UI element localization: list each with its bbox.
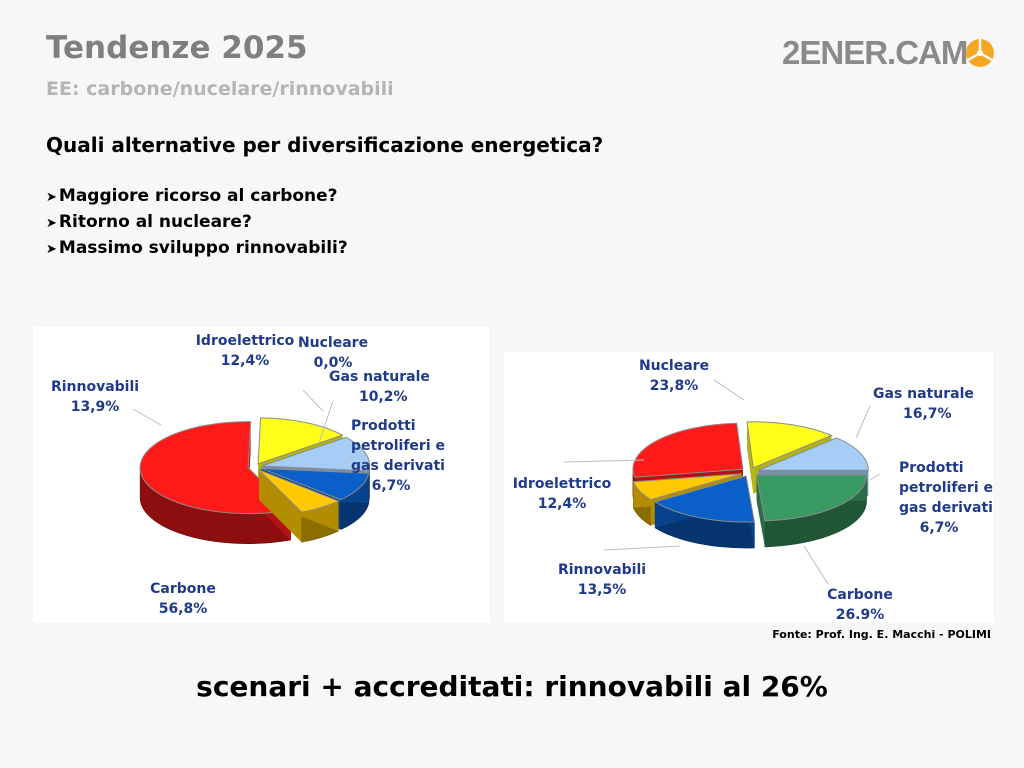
pie-chart-2025: Nucleare 23,8% Gas naturale 16,7% Prodotti pe… [504,352,993,622]
pie-slice-top [258,469,340,513]
bullet-item: ➤ Ritorno al nucleare? [46,210,348,236]
arrow-bullet-icon: ➤ [46,190,57,205]
slice-label-prodotti-petroliferi-e-gas-derivati: Prodotti petroliferi e gas derivati 6,7% [899,460,993,536]
logo-sun-icon [966,39,994,67]
slice-label-carbone: Carbone 56,8% [150,581,216,617]
slice-value: 12,4% [538,496,587,512]
bullet-item: ➤ Massimo sviluppo rinnovabili? [46,236,348,262]
label-leader-line [855,405,871,439]
slice-label-nucleare: Nucleare 0,0% [298,335,368,371]
pie-slice-top [746,421,833,469]
conclusion-text: scenari + accreditati: rinnovabili al 26… [196,670,828,703]
label-leader-line [803,545,829,585]
slice-name: Gas naturale [873,386,974,402]
slice-value: 56,8% [159,601,208,617]
slice-name: petroliferi e [351,438,445,454]
slice-value: 16,7% [903,406,952,422]
slice-label-rinnovabili: Rinnovabili 13,9% [51,379,139,415]
pie-slice-gas-naturale [653,475,755,549]
pie-slice-top [632,473,742,501]
slice-name: Nucleare [298,335,368,351]
pie-slice-top [653,475,755,523]
pie-chart-2025-svg: Nucleare 23,8% Gas naturale 16,7% Prodotti pe… [513,358,993,622]
bullet-text: Ritorno al nucleare? [58,212,252,232]
pie-chart-current: Nucleare 0,0% Gas naturale 10,2% Prodotti pet… [33,327,489,623]
slide-subtitle: EE: carbone/nucelare/rinnovabili [46,78,394,100]
slice-name: Prodotti [351,418,416,434]
pie-slice-top [139,421,292,515]
pie-slice-cut [259,469,302,543]
label-leader-line [132,408,162,426]
pie-slice-cut [756,475,765,547]
source-note: Fonte: Prof. Ing. E. Macchi - POLIMI [772,628,991,641]
slice-label-nucleare: Nucleare 23,8% [639,358,709,394]
slice-name: Rinnovabili [558,562,646,578]
slide-title: Tendenze 2025 [46,30,308,66]
pie-slice-top [261,467,370,501]
bullet-item: ➤ Maggiore ricorso al carbone? [46,184,348,210]
slice-value: 6,7% [920,520,959,536]
slice-label-idroelettrico: Idroelettrico 12,4% [513,476,612,512]
slice-name: petroliferi e [899,480,993,496]
label-leader-line [713,379,745,401]
slice-name: Prodotti [899,460,964,476]
slice-label-gas-naturale: Gas naturale 16,7% [873,386,974,422]
slice-label-gas-naturale: Gas naturale 10,2% [329,369,430,405]
slice-label-idroelettrico: Idroelettrico 12,4% [196,333,295,369]
pie-slice-nucleare [756,474,868,548]
slice-name: Rinnovabili [51,379,139,395]
pie-slice-top [257,417,344,465]
slice-value: 26.9% [836,607,885,622]
arrow-bullet-icon: ➤ [46,242,57,257]
company-logo: 2ENER.CAM [782,34,997,72]
arrow-bullet-icon: ➤ [46,216,57,231]
bullet-text: Massimo sviluppo rinnovabili? [58,238,348,258]
bullet-text: Maggiore ricorso al carbone? [58,186,338,206]
bullet-list: ➤ Maggiore ricorso al carbone? ➤ Ritorno a… [46,184,348,262]
slice-name: Gas naturale [329,369,430,385]
slice-name: Idroelettrico [196,333,295,349]
slice-name: Carbone [827,587,893,603]
slice-name: Nucleare [639,358,709,374]
label-leader-line [563,459,645,463]
label-leader-line [869,473,881,481]
slice-name: Carbone [150,581,216,597]
pie-slice-cut [747,421,754,494]
slice-value: 23,8% [650,378,699,394]
label-leader-line [603,545,681,551]
label-leader-line [318,400,334,444]
slice-label-carbone: Carbone 26.9% [827,587,893,622]
slice-value: 12,4% [221,353,270,369]
slice-value: 6,7% [372,478,411,494]
slice-name: gas derivati [351,458,445,474]
pie-slice-top [758,437,869,471]
slice-value: 10,2% [359,389,408,405]
slice-label-rinnovabili: Rinnovabili 13,5% [558,562,646,598]
question-heading: Quali alternative per diversificazione e… [46,133,604,157]
slice-label-prodotti-petroliferi-e-gas-derivati: Prodotti petroliferi e gas derivati 6,7% [351,418,445,494]
slice-value: 0,0% [314,355,353,371]
logo-text: 2ENER.CAM [782,34,968,71]
label-leader-line [302,389,324,412]
pie-slice-top [261,436,371,472]
label-leader-line [342,456,352,466]
pie-slice-top [756,474,868,522]
slice-value: 13,5% [578,582,627,598]
slice-name: gas derivati [899,500,993,516]
pie-chart-current-svg: Nucleare 0,0%Gas naturale 10,2% Prodotti pet… [51,333,445,617]
pie-slice-prodotti-petroliferi-e-gas-derivati [258,469,340,543]
pie-slice-top [632,422,744,478]
slice-value: 13,9% [71,399,120,415]
slice-name: Idroelettrico [513,476,612,492]
